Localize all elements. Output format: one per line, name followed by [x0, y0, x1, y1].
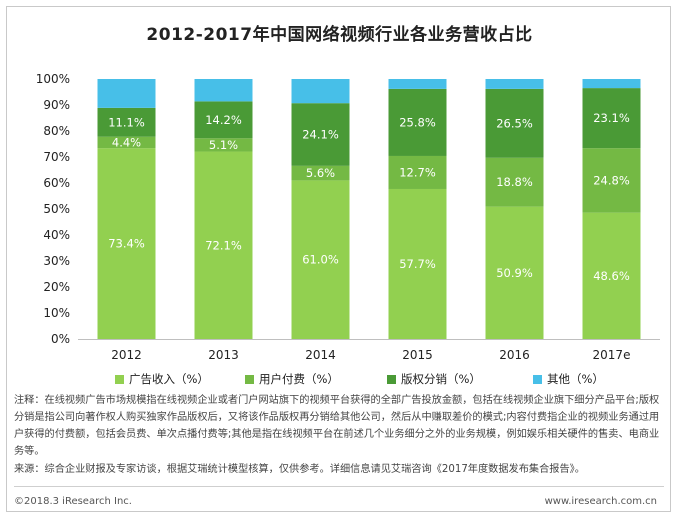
- copyright-text: ©2018.3 iResearch Inc.: [14, 496, 132, 507]
- bar-segment-2014-3: [291, 79, 350, 104]
- data-label-2014-0: 61.0%: [302, 253, 339, 267]
- legend-item-ad: 广告收入（%）: [115, 371, 209, 387]
- y-tick-label: 100%: [36, 72, 70, 86]
- legend-label-copyright: 版权分销（%）: [401, 372, 481, 386]
- note-text: 注释：在线视频广告市场规模指在线视频企业或者门户网站旗下的视频平台获得的全部广告…: [14, 395, 660, 457]
- y-tick-label: 90%: [43, 98, 70, 112]
- bar-segment-2017e-0: [582, 212, 641, 339]
- data-label-2015-0: 57.7%: [399, 257, 436, 271]
- y-tick-label: 40%: [43, 228, 70, 242]
- data-label-2012-0: 73.4%: [108, 237, 145, 251]
- x-tick-label: 2015: [402, 348, 433, 362]
- data-label-2013-1: 5.1%: [209, 138, 238, 152]
- website-text: www.iresearch.com.cn: [544, 496, 657, 507]
- data-label-2013-2: 14.2%: [205, 113, 242, 127]
- x-axis: 2012 2013 2014 2015 2016 2017e: [78, 339, 660, 362]
- bars: 73.4% 4.4% 11.1% 72.1% 5.1% 14.2% 61.0% 5.6% 24.…: [97, 79, 641, 339]
- legend-item-other: 其他（%）: [533, 371, 604, 387]
- legend-label-user-pay: 用户付费（%）: [259, 372, 339, 386]
- legend-swatch-ad: [115, 374, 124, 384]
- chart-title: 2012-2017年中国网络视频行业各业务营收占比: [146, 25, 533, 45]
- bar-segment-2016-2: [485, 88, 544, 158]
- data-label-2015-1: 12.7%: [399, 165, 436, 179]
- bar-segment-2015-2: [388, 88, 447, 156]
- bar-segment-2015-3: [388, 79, 447, 89]
- data-label-2016-1: 18.8%: [496, 175, 533, 189]
- bar-segment-2015-1: [388, 155, 447, 189]
- bar-segment-2013-1: [194, 138, 253, 152]
- bar-segment-2012-0: [97, 148, 156, 339]
- y-tick-label: 80%: [43, 124, 70, 138]
- data-label-2016-2: 26.5%: [496, 116, 533, 130]
- bar-segment-2013-2: [194, 101, 253, 139]
- bar-segment-2013-3: [194, 79, 253, 102]
- y-tick-label: 0%: [51, 332, 70, 346]
- data-label-2012-1: 4.4%: [112, 135, 141, 149]
- data-label-2013-0: 72.1%: [205, 238, 242, 252]
- source-text: 来源：综合企业财报及专家访谈，根据艾瑞统计模型核算，仅供参考。详细信息请见艾瑞咨…: [14, 464, 585, 475]
- legend-swatch-copyright: [387, 374, 396, 384]
- data-label-2014-2: 24.1%: [302, 128, 339, 142]
- bar-segment-2016-1: [485, 157, 544, 207]
- data-label-2014-1: 5.6%: [306, 166, 335, 180]
- x-tick-label: 2014: [305, 348, 336, 362]
- y-tick-label: 60%: [43, 176, 70, 190]
- legend-label-other: 其他（%）: [547, 372, 604, 386]
- bar-segment-2016-0: [485, 206, 544, 339]
- legend-item-copyright: 版权分销（%）: [387, 371, 481, 387]
- y-tick-label: 50%: [43, 202, 70, 216]
- legend-swatch-user-pay: [245, 374, 254, 384]
- y-axis: 0% 10% 20% 30% 40% 50% 60% 70% 80% 90% 100%: [36, 72, 70, 346]
- x-tick-label: 2016: [499, 348, 530, 362]
- bar-segment-2015-0: [388, 188, 447, 339]
- bar-segment-2017e-2: [582, 88, 641, 149]
- bar-segment-2014-2: [291, 103, 350, 166]
- bar-segment-2014-0: [291, 180, 350, 339]
- data-label-2017e-2: 23.1%: [593, 111, 630, 125]
- data-label-2015-2: 25.8%: [399, 115, 436, 129]
- x-tick-label: 2017e: [593, 348, 631, 362]
- data-label-2017e-0: 48.6%: [593, 269, 630, 283]
- bar-segment-2012-2: [97, 107, 156, 137]
- bar-segment-2013-0: [194, 151, 253, 339]
- legend-label-ad: 广告收入（%）: [129, 372, 209, 386]
- x-tick-label: 2012: [111, 348, 142, 362]
- bar-segment-2014-1: [291, 165, 350, 181]
- footer-divider: [14, 486, 664, 487]
- legend-item-user-pay: 用户付费（%）: [245, 371, 339, 387]
- x-tick-label: 2013: [208, 348, 239, 362]
- data-label-2012-2: 11.1%: [108, 115, 145, 129]
- bar-segment-2012-3: [97, 79, 156, 108]
- bar-segment-2017e-3: [582, 79, 641, 89]
- bar-segment-2017e-1: [582, 148, 641, 213]
- y-tick-label: 10%: [43, 306, 70, 320]
- y-tick-label: 20%: [43, 280, 70, 294]
- data-label-2016-0: 50.9%: [496, 266, 533, 280]
- y-tick-label: 30%: [43, 254, 70, 268]
- y-tick-label: 70%: [43, 150, 70, 164]
- legend-swatch-other: [533, 374, 542, 384]
- data-label-2017e-1: 24.8%: [593, 173, 630, 187]
- bar-segment-2016-3: [485, 79, 544, 89]
- legend: 广告收入（%） 用户付费（%） 版权分销（%） 其他（%）: [95, 371, 655, 389]
- bar-segment-2012-1: [97, 136, 156, 149]
